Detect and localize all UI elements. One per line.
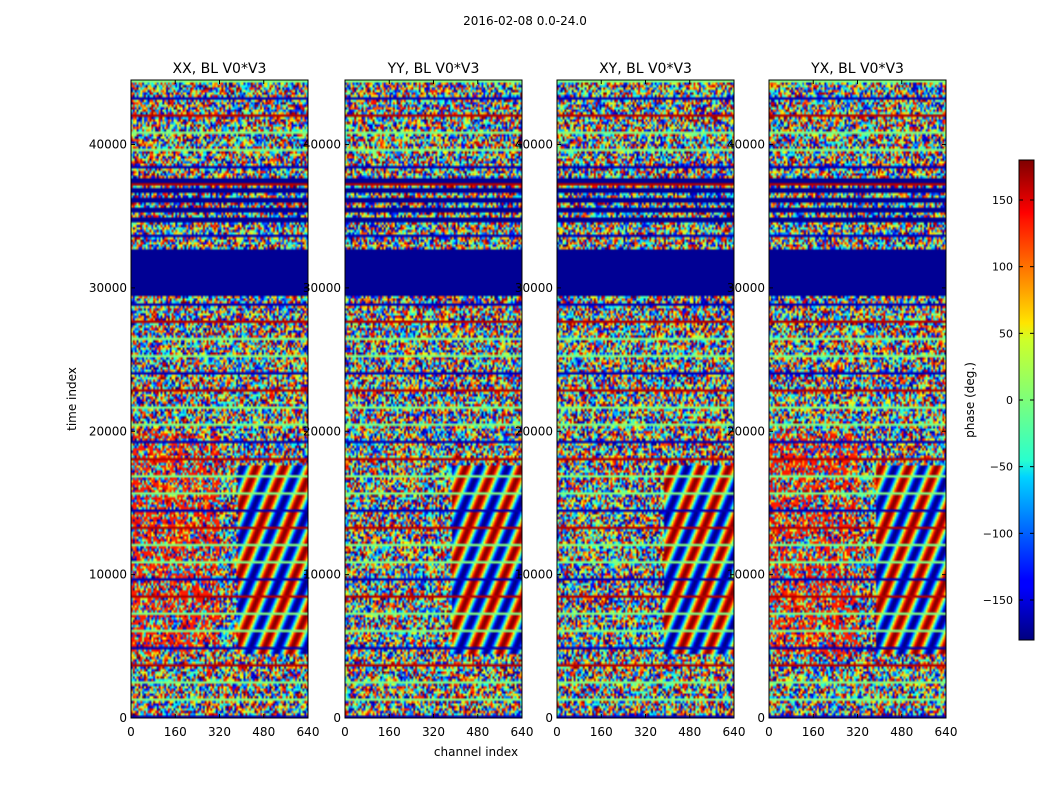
x-tick-label: 480 (252, 725, 275, 739)
colorbar-tick-label: −100 (983, 527, 1013, 540)
y-tick-label: 0 (545, 711, 553, 725)
y-tick-label: 10000 (727, 568, 765, 582)
x-tick-label: 160 (802, 725, 825, 739)
x-tick-label: 480 (678, 725, 701, 739)
x-tick-label: 640 (511, 725, 534, 739)
panel-yy: YY, BL V0*V3 0 160 320 480 640 0 10000 20000 3000… (303, 61, 534, 759)
colorbar-tick-label: 150 (992, 194, 1013, 207)
heatmap-image (131, 80, 308, 718)
y-tick-label: 40000 (89, 138, 127, 152)
panel-yx: YX, BL V0*V3 0 160 320 480 640 0 10000 20000 3000… (727, 61, 958, 739)
x-tick-label: 320 (846, 725, 869, 739)
heatmap-image (769, 80, 946, 718)
x-tick-label: 0 (553, 725, 561, 739)
x-tick-label: 640 (935, 725, 958, 739)
y-tick-label: 40000 (303, 138, 341, 152)
y-tick-label: 30000 (727, 281, 765, 295)
panel-xx: XX, BL V0*V3 0 160 320 480 640 0 10000 20000 3000… (65, 61, 319, 739)
x-tick-label: 160 (590, 725, 613, 739)
colorbar-tick-label: −150 (983, 594, 1013, 607)
heatmap-image (345, 80, 522, 718)
panel-title: YX, BL V0*V3 (810, 61, 904, 77)
colorbar-tick-label: −50 (990, 461, 1013, 474)
y-tick-label: 30000 (515, 281, 553, 295)
y-tick-label: 10000 (89, 568, 127, 582)
x-tick-label: 320 (634, 725, 657, 739)
x-tick-label: 640 (723, 725, 746, 739)
y-tick-label: 0 (119, 711, 127, 725)
x-tick-label: 0 (127, 725, 135, 739)
y-tick-label: 10000 (515, 568, 553, 582)
y-tick-label: 30000 (303, 281, 341, 295)
y-tick-label: 40000 (515, 138, 553, 152)
panel-title: YY, BL V0*V3 (387, 61, 480, 77)
y-tick-label: 20000 (727, 424, 765, 438)
y-axis-label: time index (65, 367, 79, 431)
y-tick-label: 20000 (89, 424, 127, 438)
panel-title: XX, BL V0*V3 (173, 61, 267, 77)
x-tick-label: 640 (297, 725, 320, 739)
x-tick-label: 480 (890, 725, 913, 739)
x-tick-label: 0 (765, 725, 773, 739)
x-tick-label: 160 (164, 725, 187, 739)
y-tick-label: 20000 (303, 424, 341, 438)
y-tick-label: 10000 (303, 568, 341, 582)
y-tick-label: 40000 (727, 138, 765, 152)
colorbar: −150 −100 −50 0 50 100 150 phase (deg.) (963, 159, 1035, 641)
y-tick-label: 0 (757, 711, 765, 725)
colorbar-label: phase (deg.) (963, 362, 977, 438)
x-tick-label: 0 (341, 725, 349, 739)
figure-suptitle: 2016-02-08 0.0-24.0 (463, 14, 587, 28)
colorbar-tick-label: 0 (1006, 394, 1013, 407)
panel-title: XY, BL V0*V3 (599, 61, 692, 77)
y-tick-label: 20000 (515, 424, 553, 438)
panel-xy: XY, BL V0*V3 0 160 320 480 640 0 10000 20000 3000… (515, 61, 746, 739)
x-tick-label: 480 (466, 725, 489, 739)
colorbar-tick-label: 100 (992, 261, 1013, 274)
y-tick-label: 0 (333, 711, 341, 725)
x-axis-label: channel index (434, 745, 518, 759)
colorbar-tick-label: 50 (999, 327, 1013, 340)
heatmap-image (557, 80, 734, 718)
x-tick-label: 320 (208, 725, 231, 739)
x-tick-label: 320 (422, 725, 445, 739)
x-tick-label: 160 (378, 725, 401, 739)
y-tick-label: 30000 (89, 281, 127, 295)
